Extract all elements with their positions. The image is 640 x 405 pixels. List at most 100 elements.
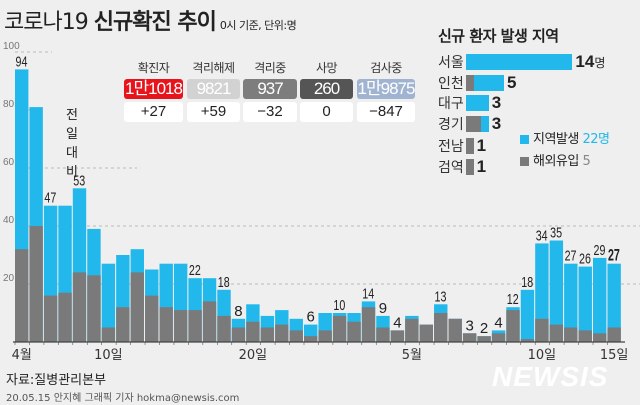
bar-imported xyxy=(202,301,217,342)
bar-imported xyxy=(289,330,303,342)
data-label: 27 xyxy=(608,246,620,265)
diff-label: 전일대비 xyxy=(66,108,78,180)
legend-swatch xyxy=(520,157,529,166)
bar-local xyxy=(578,266,592,342)
bar-local xyxy=(564,263,578,342)
region-bar-local xyxy=(466,54,573,70)
region-bar-imported xyxy=(466,138,474,154)
data-label: 18 xyxy=(521,274,533,291)
bar-imported xyxy=(246,321,260,342)
summary-value: 1만9875 xyxy=(357,79,415,99)
data-label: 6 xyxy=(307,309,315,326)
bar-local xyxy=(535,243,549,342)
bar-imported xyxy=(231,327,246,342)
region-label: 인천 xyxy=(438,76,464,92)
x-tick-label: 15일 xyxy=(600,348,629,363)
summary-value: 260 xyxy=(300,79,353,99)
legend-value: 5 xyxy=(582,154,591,169)
bar-imported xyxy=(304,336,318,342)
bar-imported xyxy=(15,249,29,342)
bar-imported xyxy=(535,318,549,342)
bar-imported xyxy=(549,324,564,342)
summary-value: 1만1018 xyxy=(124,79,183,99)
bar-local xyxy=(593,257,607,342)
region-label: 경기 xyxy=(438,117,464,133)
region-value: 3 xyxy=(492,114,501,134)
data-label: 34 xyxy=(536,227,548,244)
legend-swatch xyxy=(520,135,529,144)
data-label: 8 xyxy=(234,303,242,320)
bar-imported xyxy=(260,327,275,342)
bar-local xyxy=(520,289,535,342)
bar-imported xyxy=(43,295,58,342)
region-bar-imported xyxy=(466,159,474,175)
region-label: 서울 xyxy=(438,55,464,71)
bar-imported xyxy=(376,327,390,342)
bar-imported xyxy=(116,307,130,342)
legend-label: 지역발생 xyxy=(533,132,579,147)
region-value: 1 xyxy=(477,136,486,156)
legend-label: 해외유입 xyxy=(533,154,579,169)
bar-imported xyxy=(72,272,87,342)
bar-imported xyxy=(173,310,188,342)
bar-imported xyxy=(275,324,289,342)
data-label: 2 xyxy=(480,320,488,337)
bar-imported xyxy=(607,327,621,342)
credit: 20.05.15 안지혜 그래픽 기자 hokma@newsis.com xyxy=(6,393,240,404)
bar-imported xyxy=(419,324,433,342)
summary-diff: 0 xyxy=(300,102,353,122)
legend-item: 지역발생 22명 xyxy=(520,128,610,147)
bar-imported xyxy=(593,333,607,342)
summary-value: 9821 xyxy=(187,79,240,99)
y-tick-label: 60 xyxy=(3,157,15,168)
data-label: 27 xyxy=(565,248,577,265)
bar-imported xyxy=(434,313,448,342)
region-count: 14 xyxy=(575,52,595,71)
bar-imported xyxy=(361,307,376,342)
regions-title: 신규 환자 발생 지역 xyxy=(438,27,559,45)
region-count: 5 xyxy=(507,73,517,92)
legend-item: 해외유입 5 xyxy=(520,150,591,169)
title-bold: 신규확진 추이 xyxy=(93,10,217,35)
region-value: 14명 xyxy=(575,52,605,72)
bar-local xyxy=(607,263,621,342)
data-label: 22 xyxy=(189,262,201,279)
region-value: 3 xyxy=(492,93,501,113)
region-value: 5 xyxy=(507,73,516,93)
bar-imported xyxy=(448,318,462,342)
y-tick-label: 20 xyxy=(3,273,15,284)
region-count: 3 xyxy=(491,93,502,112)
bar-local xyxy=(101,263,116,342)
data-label: 4 xyxy=(393,314,401,331)
data-label: 9 xyxy=(379,300,387,317)
summary-header: 확진자 xyxy=(137,61,170,75)
bar-imported xyxy=(477,336,491,342)
source: 자료:질병관리본부 xyxy=(6,373,107,388)
summary-diff: −32 xyxy=(243,102,297,122)
region-unit: 명 xyxy=(594,56,606,70)
x-tick-label: 10일 xyxy=(94,348,123,363)
summary-header: 격리해제 xyxy=(192,61,235,75)
region-bar-local xyxy=(466,95,489,111)
region-count: 1 xyxy=(476,157,487,176)
region-bar-imported xyxy=(466,116,482,132)
bar-imported xyxy=(520,339,535,342)
bar-imported xyxy=(58,292,72,342)
region-bar-imported xyxy=(466,75,474,91)
summary-value: 937 xyxy=(243,79,297,99)
bar-imported xyxy=(188,310,202,342)
x-tick-label: 20일 xyxy=(239,348,268,363)
summary-diff: +27 xyxy=(124,102,183,122)
bar-imported xyxy=(578,330,592,342)
x-tick-label: 5월 xyxy=(402,348,422,363)
bar-imported xyxy=(318,330,332,342)
newsis-logo: NEWSIS xyxy=(492,361,609,392)
y-tick-label: 80 xyxy=(3,99,15,110)
y-tick-label: 40 xyxy=(3,215,15,226)
region-label: 전남 xyxy=(438,139,464,155)
y-tick-label: 100 xyxy=(3,41,20,52)
region-count: 3 xyxy=(491,114,502,133)
bar-imported xyxy=(130,272,144,342)
bar-imported xyxy=(87,275,101,342)
